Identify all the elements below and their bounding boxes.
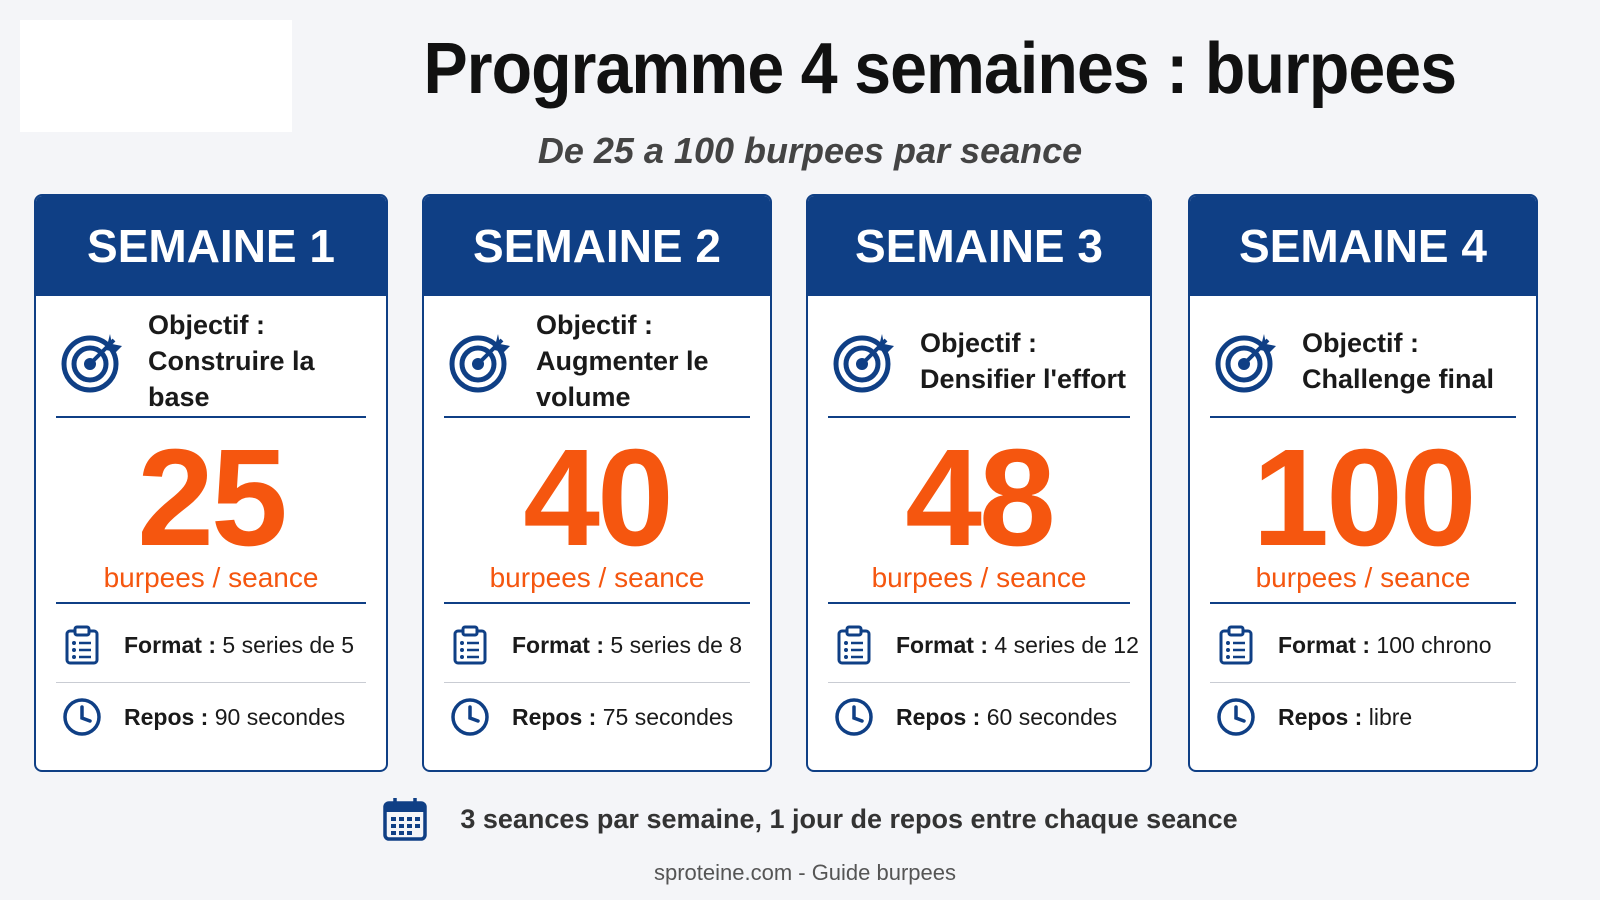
format-value: 5 series de 5 [222, 631, 355, 658]
schedule-text: 3 seances par semaine, 1 jour de repos e… [460, 803, 1238, 834]
divider [828, 416, 1130, 418]
count-unit: burpees / seance [1255, 562, 1471, 593]
week-title: SEMAINE 2 [424, 196, 770, 296]
rest-value: 75 secondes [602, 703, 734, 730]
week-card-2: SEMAINE 2 Objectif : Augmenter le volume … [422, 194, 772, 772]
target-icon [61, 334, 122, 393]
week-title: SEMAINE 3 [808, 196, 1150, 296]
rest-label: Repos [512, 703, 583, 730]
page-title: Programme 4 semaines : burpees [423, 29, 1457, 109]
clipboard-icon [837, 625, 871, 665]
objective-value: Challenge final [1302, 364, 1495, 394]
clock-icon [451, 698, 489, 736]
objective-label: Objectif : [536, 310, 654, 340]
objective-value: Augmenter le volume [536, 346, 709, 412]
burpee-count: 40 [523, 421, 674, 575]
divider [444, 682, 750, 683]
week-card-1: SEMAINE 1 Objectif : Construire la base 2… [34, 194, 388, 772]
clock-icon [1217, 698, 1255, 736]
rest-value: libre [1368, 703, 1413, 730]
rest-row: Repos : libre [1216, 692, 1520, 742]
week-cards: SEMAINE 1 Objectif : Construire la base 2… [0, 194, 1600, 774]
clock-icon [835, 698, 873, 736]
clock-icon [63, 698, 101, 736]
divider [56, 416, 366, 418]
format-row: Format : 5 series de 8 [450, 620, 754, 670]
target-icon [1215, 334, 1276, 393]
objective-value: Densifier l'effort [920, 364, 1126, 394]
format-row: Format : 5 series de 5 [62, 620, 370, 670]
count-unit: burpees / seance [103, 562, 319, 593]
rest-row: Repos : 60 secondes [834, 692, 1134, 742]
format-row: Format : 4 series de 12 [834, 620, 1139, 670]
objective-block: Objectif : Augmenter le volume [448, 310, 750, 412]
objective-value: Construire la base [148, 346, 315, 412]
logo-placeholder [20, 20, 292, 132]
rest-row: Repos : 90 secondes [62, 692, 370, 742]
format-label: Format [512, 631, 590, 658]
divider [828, 682, 1130, 683]
rest-value: 90 secondes [214, 703, 346, 730]
divider [1210, 682, 1516, 683]
objective-block: Objectif : Densifier l'effort [832, 316, 1130, 406]
rest-label: Repos [896, 703, 967, 730]
target-icon [833, 334, 894, 393]
divider [56, 682, 366, 683]
format-label: Format [124, 631, 202, 658]
divider [56, 602, 366, 604]
format-value: 4 series de 12 [994, 631, 1139, 658]
count-unit: burpees / seance [489, 562, 705, 593]
rest-label: Repos [124, 703, 195, 730]
divider [444, 602, 750, 604]
week-card-4: SEMAINE 4 Objectif : Challenge final 100 … [1188, 194, 1538, 772]
objective-label: Objectif : [148, 310, 266, 340]
format-row: Format : 100 chrono [1216, 620, 1520, 670]
page-subtitle: De 25 a 100 burpees par seance [537, 130, 1083, 171]
burpee-count: 100 [1252, 421, 1476, 575]
objective-block: Objectif : Construire la base [60, 310, 366, 412]
clipboard-icon [1219, 625, 1253, 665]
clipboard-icon [453, 625, 487, 665]
target-icon [449, 334, 510, 393]
burpee-count: 25 [137, 421, 288, 575]
week-title: SEMAINE 1 [36, 196, 386, 296]
rest-label: Repos [1278, 703, 1349, 730]
week-card-3: SEMAINE 3 Objectif : Densifier l'effort 4… [806, 194, 1152, 772]
burpee-count: 48 [905, 421, 1056, 575]
format-value: 5 series de 8 [610, 631, 743, 658]
source-credit: sproteine.com - Guide burpees [653, 860, 957, 885]
objective-label: Objectif : [920, 328, 1038, 358]
divider [1210, 416, 1516, 418]
objective-block: Objectif : Challenge final [1214, 316, 1516, 406]
format-label: Format [896, 631, 974, 658]
format-value: 100 chrono [1376, 631, 1492, 658]
rest-value: 60 secondes [986, 703, 1118, 730]
format-label: Format [1278, 631, 1356, 658]
divider [444, 416, 750, 418]
calendar-icon [383, 798, 428, 841]
clipboard-icon [65, 625, 99, 665]
schedule-note: 3 seances par semaine, 1 jour de repos e… [0, 796, 1600, 842]
week-title: SEMAINE 4 [1190, 196, 1536, 296]
rest-row: Repos : 75 secondes [450, 692, 754, 742]
count-unit: burpees / seance [871, 562, 1087, 593]
divider [1210, 602, 1516, 604]
divider [828, 602, 1130, 604]
objective-label: Objectif : [1302, 328, 1420, 358]
